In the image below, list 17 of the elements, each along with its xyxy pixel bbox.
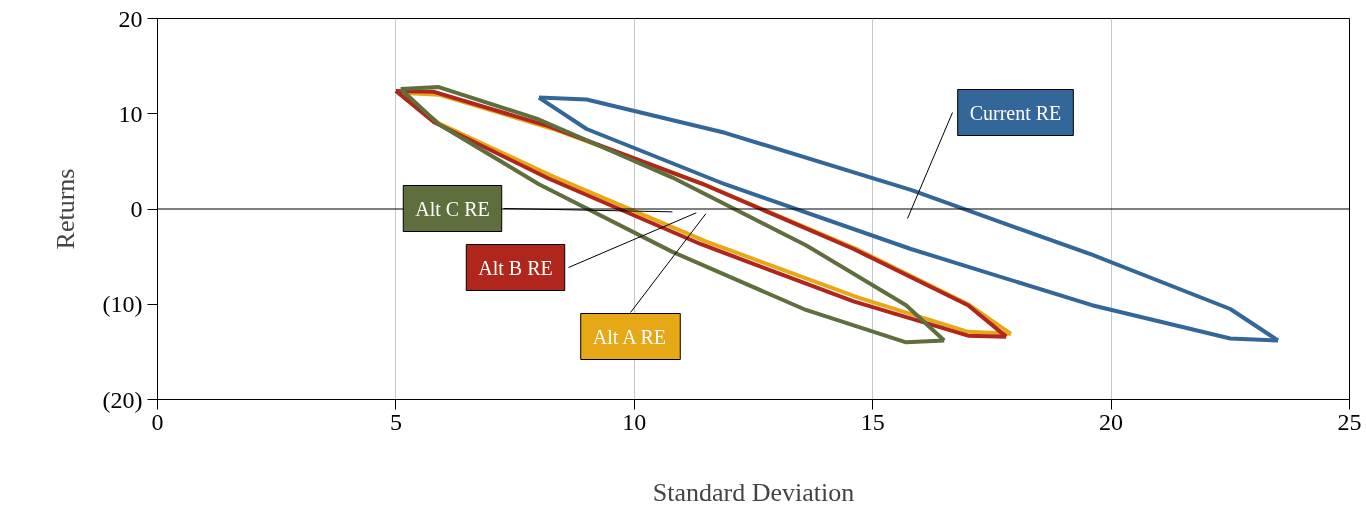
y-axis-title: Returns xyxy=(50,168,80,250)
x-tick-label: 15 xyxy=(860,408,885,435)
annotation: Current RE xyxy=(969,101,1062,124)
y-tick-label: (20) xyxy=(102,386,143,413)
y-tick-label: 0 xyxy=(130,196,143,222)
y-tick-label: (10) xyxy=(102,291,143,318)
annotation: Alt B RE xyxy=(478,256,553,279)
x-tick-label: 20 xyxy=(1099,408,1124,435)
x-tick-label: 5 xyxy=(389,408,402,435)
annotation: Alt A RE xyxy=(592,325,667,348)
x-axis-title: Standard Deviation xyxy=(652,477,855,507)
y-tick-label: 10 xyxy=(118,100,143,127)
annotation: Alt C RE xyxy=(415,197,490,220)
x-tick-label: 0 xyxy=(151,408,164,435)
y-tick-label: 20 xyxy=(118,5,143,32)
x-tick-label: 10 xyxy=(622,408,647,435)
x-tick-label: 25 xyxy=(1337,408,1362,435)
